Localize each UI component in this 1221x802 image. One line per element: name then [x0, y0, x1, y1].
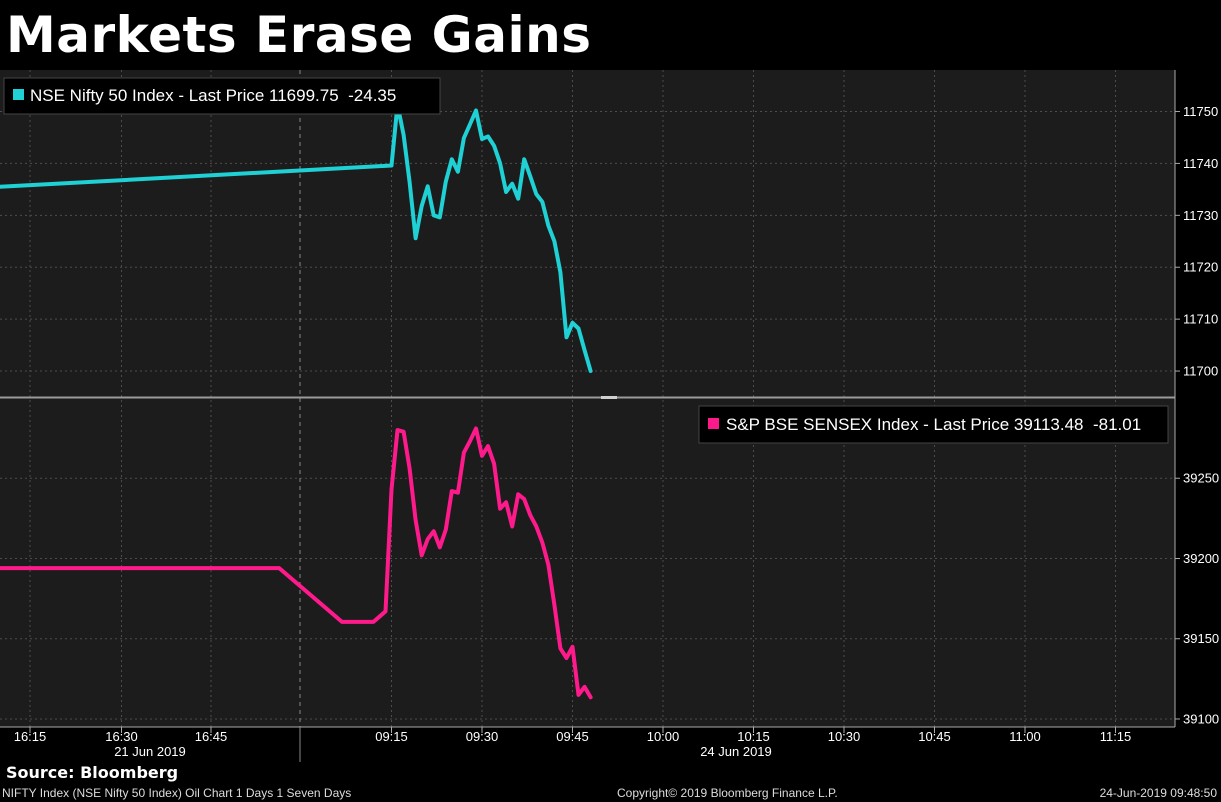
- nifty-legend-label: NSE Nifty 50 Index - Last Price 11699.75…: [30, 86, 396, 105]
- y-tick-label: 39150: [1183, 631, 1219, 646]
- sensex-legend[interactable]: S&P BSE SENSEX Index - Last Price 39113.…: [698, 405, 1169, 444]
- footer-copyright: Copyright© 2019 Bloomberg Finance L.P.: [617, 786, 838, 800]
- x-axis-band: [0, 727, 1175, 762]
- footer-timestamp: 24-Jun-2019 09:48:50: [1099, 786, 1217, 800]
- y-tick-label: 39100: [1183, 711, 1219, 726]
- grid: [0, 70, 1175, 727]
- x-tick-label: 11:15: [1100, 729, 1132, 744]
- x-tick-label: 10:15: [737, 729, 770, 744]
- source-label: Source: Bloomberg: [6, 763, 179, 782]
- x-tick-label: 16:30: [105, 729, 138, 744]
- footer-bar: NIFTY Index (NSE Nifty 50 Index) Oil Cha…: [0, 785, 1221, 802]
- x-tick-label: 10:30: [828, 729, 861, 744]
- nifty-legend-swatch: [13, 89, 24, 100]
- chart-area: 11700 11710 11720 11730 11740 11750 39100 39150…: [0, 70, 1219, 762]
- panel-resize-handle[interactable]: [601, 396, 617, 399]
- x-tick-label: 16:15: [14, 729, 47, 744]
- y-tick-label: 39250: [1183, 471, 1219, 486]
- x-tick-label: 09:30: [466, 729, 499, 744]
- nifty-line: [0, 102, 593, 373]
- y-tick-label: 11700: [1183, 364, 1218, 379]
- y-tick-label: 39200: [1183, 551, 1219, 566]
- x-tick-label: 10:45: [918, 729, 951, 744]
- x-tick-label: 09:45: [556, 729, 589, 744]
- y-axis-ticks: 11700 11710 11720 11730 11740 11750 39100 39150…: [1175, 104, 1219, 726]
- y-tick-label: 11720: [1183, 260, 1218, 275]
- x-tick-label: 09:15: [375, 729, 408, 744]
- x-tick-label: 10:00: [647, 729, 680, 744]
- sensex-legend-label: S&P BSE SENSEX Index - Last Price 39113.…: [726, 415, 1141, 434]
- x-date-label: 21 Jun 2019: [114, 744, 186, 759]
- x-axis-ticks: 16:15 16:30 16:45 09:15 09:30 09:45 10:00 10:15…: [14, 727, 1132, 759]
- nifty-legend[interactable]: NSE Nifty 50 Index - Last Price 11699.75…: [3, 77, 441, 115]
- y-tick-label: 11750: [1183, 104, 1218, 119]
- x-tick-label: 11:00: [1009, 729, 1041, 744]
- sensex-legend-swatch: [708, 418, 719, 429]
- y-tick-label: 11740: [1183, 156, 1218, 171]
- y-tick-label: 11730: [1183, 208, 1218, 223]
- x-tick-label: 16:45: [195, 729, 228, 744]
- y-tick-label: 11710: [1183, 312, 1218, 327]
- x-date-label: 24 Jun 2019: [700, 744, 772, 759]
- footer-description: NIFTY Index (NSE Nifty 50 Index) Oil Cha…: [2, 786, 352, 800]
- sensex-line: [0, 426, 593, 700]
- chart-title: Markets Erase Gains: [6, 6, 592, 64]
